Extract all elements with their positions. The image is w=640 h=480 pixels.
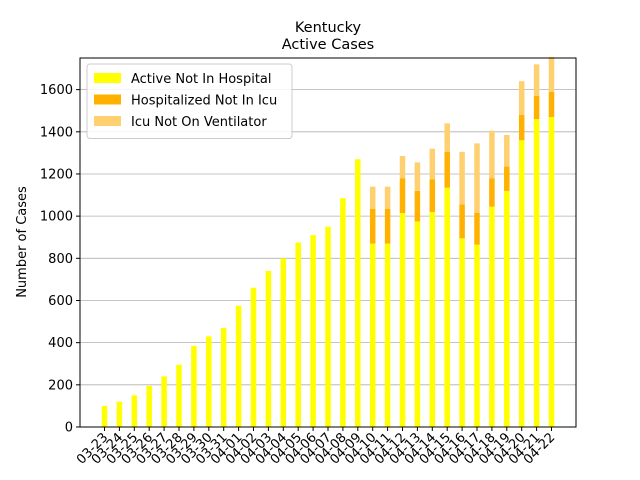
bar-segment-1	[265, 270, 272, 427]
legend-swatch	[94, 94, 121, 105]
bar-segment-3	[399, 156, 406, 179]
bar-segment-2	[429, 179, 436, 212]
bar-segment-3	[474, 143, 480, 213]
bar-segment-2	[489, 178, 495, 207]
chart-subtitle: Active Cases	[282, 37, 375, 53]
y-tick-label: 1400	[40, 125, 73, 140]
bar-segment-1	[295, 242, 301, 427]
y-axis-label: Number of Cases	[15, 186, 30, 298]
bar-segment-1	[429, 211, 436, 427]
bar-segment-1	[548, 117, 555, 427]
y-tick-label: 200	[48, 378, 73, 393]
bar-segment-3	[518, 81, 525, 115]
bar-segment-1	[384, 243, 391, 427]
bar-segment-1	[489, 206, 495, 427]
bar-segment-1	[250, 287, 257, 427]
legend-swatch	[94, 73, 121, 83]
bar-segment-1	[399, 212, 406, 427]
bar-segment-1	[235, 305, 242, 427]
bar-segment-1	[116, 401, 123, 427]
bar-segment-1	[518, 140, 525, 427]
bar-segment-2	[399, 178, 406, 213]
y-tick-label: 600	[48, 294, 73, 309]
bar-segment-1	[325, 226, 331, 427]
legend-label: Icu Not On Ventilator	[131, 115, 267, 130]
bar-segment-3	[533, 64, 540, 96]
bar-segment-1	[459, 238, 465, 427]
y-tick-label: 1000	[40, 210, 73, 225]
bar-segment-1	[355, 159, 361, 427]
bar-segment-1	[340, 198, 346, 427]
bar-segment-1	[131, 395, 138, 427]
bar-segment-1	[280, 258, 287, 427]
bar-segment-3	[369, 186, 376, 209]
bar-segment-2	[444, 151, 450, 188]
legend: Active Not In Hospital Hospitalized Not I…	[86, 63, 293, 139]
bar-segment-2	[459, 204, 465, 239]
bar-segment-1	[191, 345, 197, 427]
bar-segment-1	[310, 235, 316, 427]
bar-segment-1	[474, 244, 480, 427]
bar-segment-1	[444, 187, 450, 427]
y-tick-label: 1600	[40, 83, 73, 98]
bar-segment-2	[504, 166, 510, 191]
y-tick-label: 400	[48, 336, 73, 351]
chart-title: Kentucky	[295, 20, 362, 36]
bar-segment-1	[414, 221, 421, 427]
bar-segment-1	[206, 336, 212, 427]
bar-segment-1	[176, 364, 182, 427]
bar-segment-2	[369, 208, 376, 244]
bar-segment-1	[101, 405, 108, 427]
legend-box	[86, 63, 293, 139]
legend-label: Hospitalized Not In Icu	[131, 94, 277, 109]
bar-segment-2	[384, 208, 391, 244]
bar-segment-1	[504, 190, 510, 427]
bars	[101, 56, 555, 428]
y-tick-label: 0	[65, 421, 73, 436]
bar-segment-2	[474, 212, 480, 245]
bar-segment-3	[504, 134, 510, 167]
bar-segment-2	[533, 95, 540, 120]
bar-segment-3	[429, 148, 436, 180]
bar-segment-2	[518, 114, 525, 141]
bar-segment-3	[548, 56, 555, 92]
bar-segment-1	[533, 119, 540, 428]
legend-label: Active Not In Hospital	[131, 72, 272, 87]
bar-segment-3	[414, 162, 421, 191]
bar-segment-1	[161, 376, 167, 427]
bar-segment-3	[444, 123, 450, 152]
bar-segment-2	[414, 190, 421, 222]
bar-segment-1	[220, 327, 227, 427]
x-axis: 03-2303-2403-2503-2603-2703-2803-2903-30…	[74, 427, 558, 468]
bar-segment-3	[459, 151, 465, 205]
bar-segment-3	[384, 186, 391, 209]
legend-swatch	[94, 116, 121, 126]
bar-segment-1	[369, 243, 376, 427]
y-axis: 0 200 400 600 800 1000 1200 1400 1600	[40, 83, 80, 436]
bar-segment-2	[548, 91, 555, 118]
bar-segment-3	[489, 130, 495, 179]
bar-segment-1	[146, 385, 152, 427]
y-tick-label: 1200	[40, 167, 73, 182]
y-tick-label: 800	[48, 252, 73, 267]
